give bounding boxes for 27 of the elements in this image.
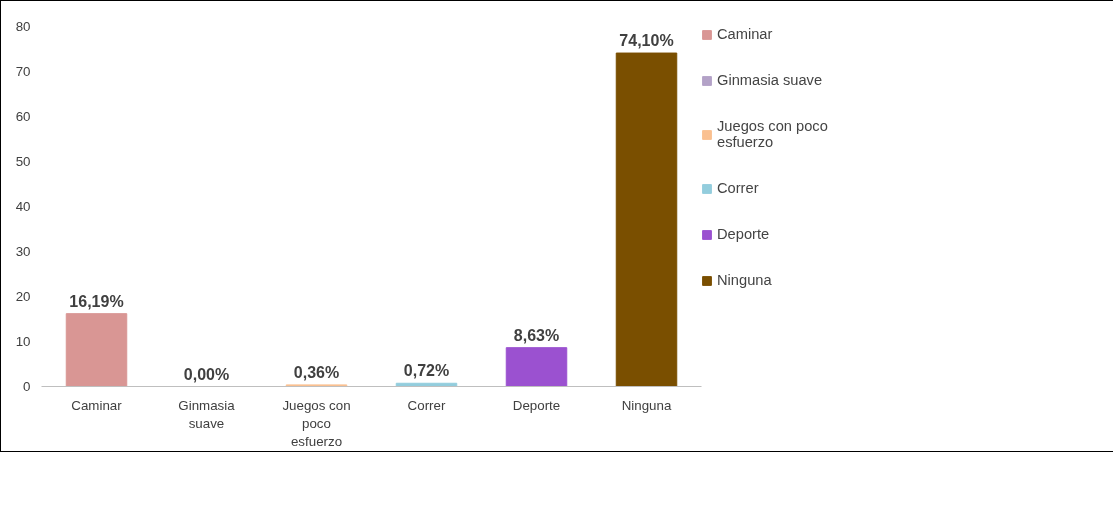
data-label: 0,36% <box>293 363 340 381</box>
y-tick-label: 70 <box>15 64 31 79</box>
legend-label: Ginmasia suave <box>717 72 823 88</box>
y-tick-label: 60 <box>15 109 31 124</box>
y-tick-label: 40 <box>15 199 31 214</box>
data-label: 0,00% <box>183 365 230 383</box>
data-label: 16,19% <box>69 292 124 310</box>
legend-label: Ninguna <box>717 272 772 288</box>
y-tick-label: 0 <box>23 379 31 394</box>
x-tick-label: Ginmasia suave <box>178 397 236 431</box>
y-tick-label: 80 <box>15 19 31 34</box>
y-tick-label: 50 <box>15 154 31 169</box>
y-tick-label: 20 <box>15 289 31 304</box>
y-tick-label: 30 <box>15 244 31 259</box>
x-tick-label: Correr <box>407 397 446 413</box>
data-label: 74,10% <box>619 32 674 50</box>
legend-label: Caminar <box>717 26 773 42</box>
y-tick-label: 10 <box>15 334 31 349</box>
legend-label: Correr <box>717 180 759 196</box>
x-tick-label: Ninguna <box>621 397 672 413</box>
data-label: 8,63% <box>513 326 560 344</box>
legend-label: Juegos con poco esfuerzo <box>717 118 828 150</box>
x-tick-label: Juegos con poco esfuerzo <box>282 397 351 449</box>
x-tick-label: Deporte <box>512 397 561 413</box>
legend-label: Deporte <box>717 226 770 242</box>
x-tick-label: Caminar <box>71 397 123 413</box>
data-label: 0,72% <box>403 362 450 380</box>
